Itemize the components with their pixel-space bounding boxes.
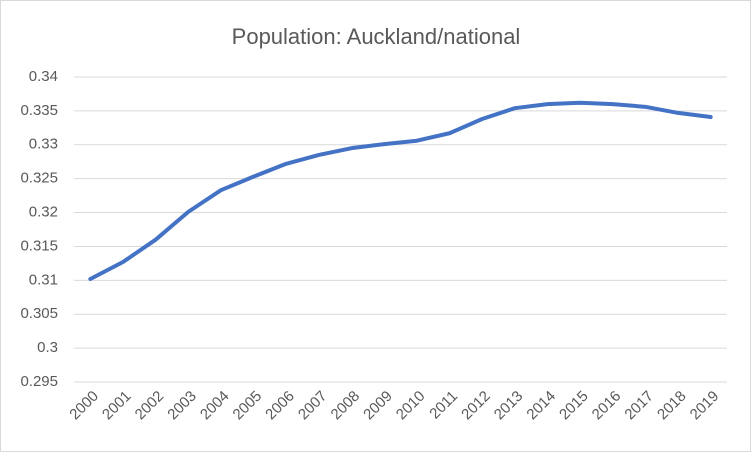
y-tick-label: 0.33 [29, 136, 58, 153]
y-tick-label: 0.335 [20, 102, 58, 119]
chart-title: Population: Auckland/national [232, 24, 521, 49]
y-tick-label: 0.325 [20, 170, 58, 187]
y-tick-label: 0.34 [29, 68, 58, 85]
y-tick-label: 0.3 [37, 339, 58, 356]
series-line [88, 100, 713, 281]
y-tick-label: 0.32 [29, 204, 58, 221]
y-tick-label: 0.295 [20, 373, 58, 390]
y-tick-label: 0.305 [20, 305, 58, 322]
y-tick-label: 0.31 [29, 271, 58, 288]
y-tick-label: 0.315 [20, 237, 58, 254]
